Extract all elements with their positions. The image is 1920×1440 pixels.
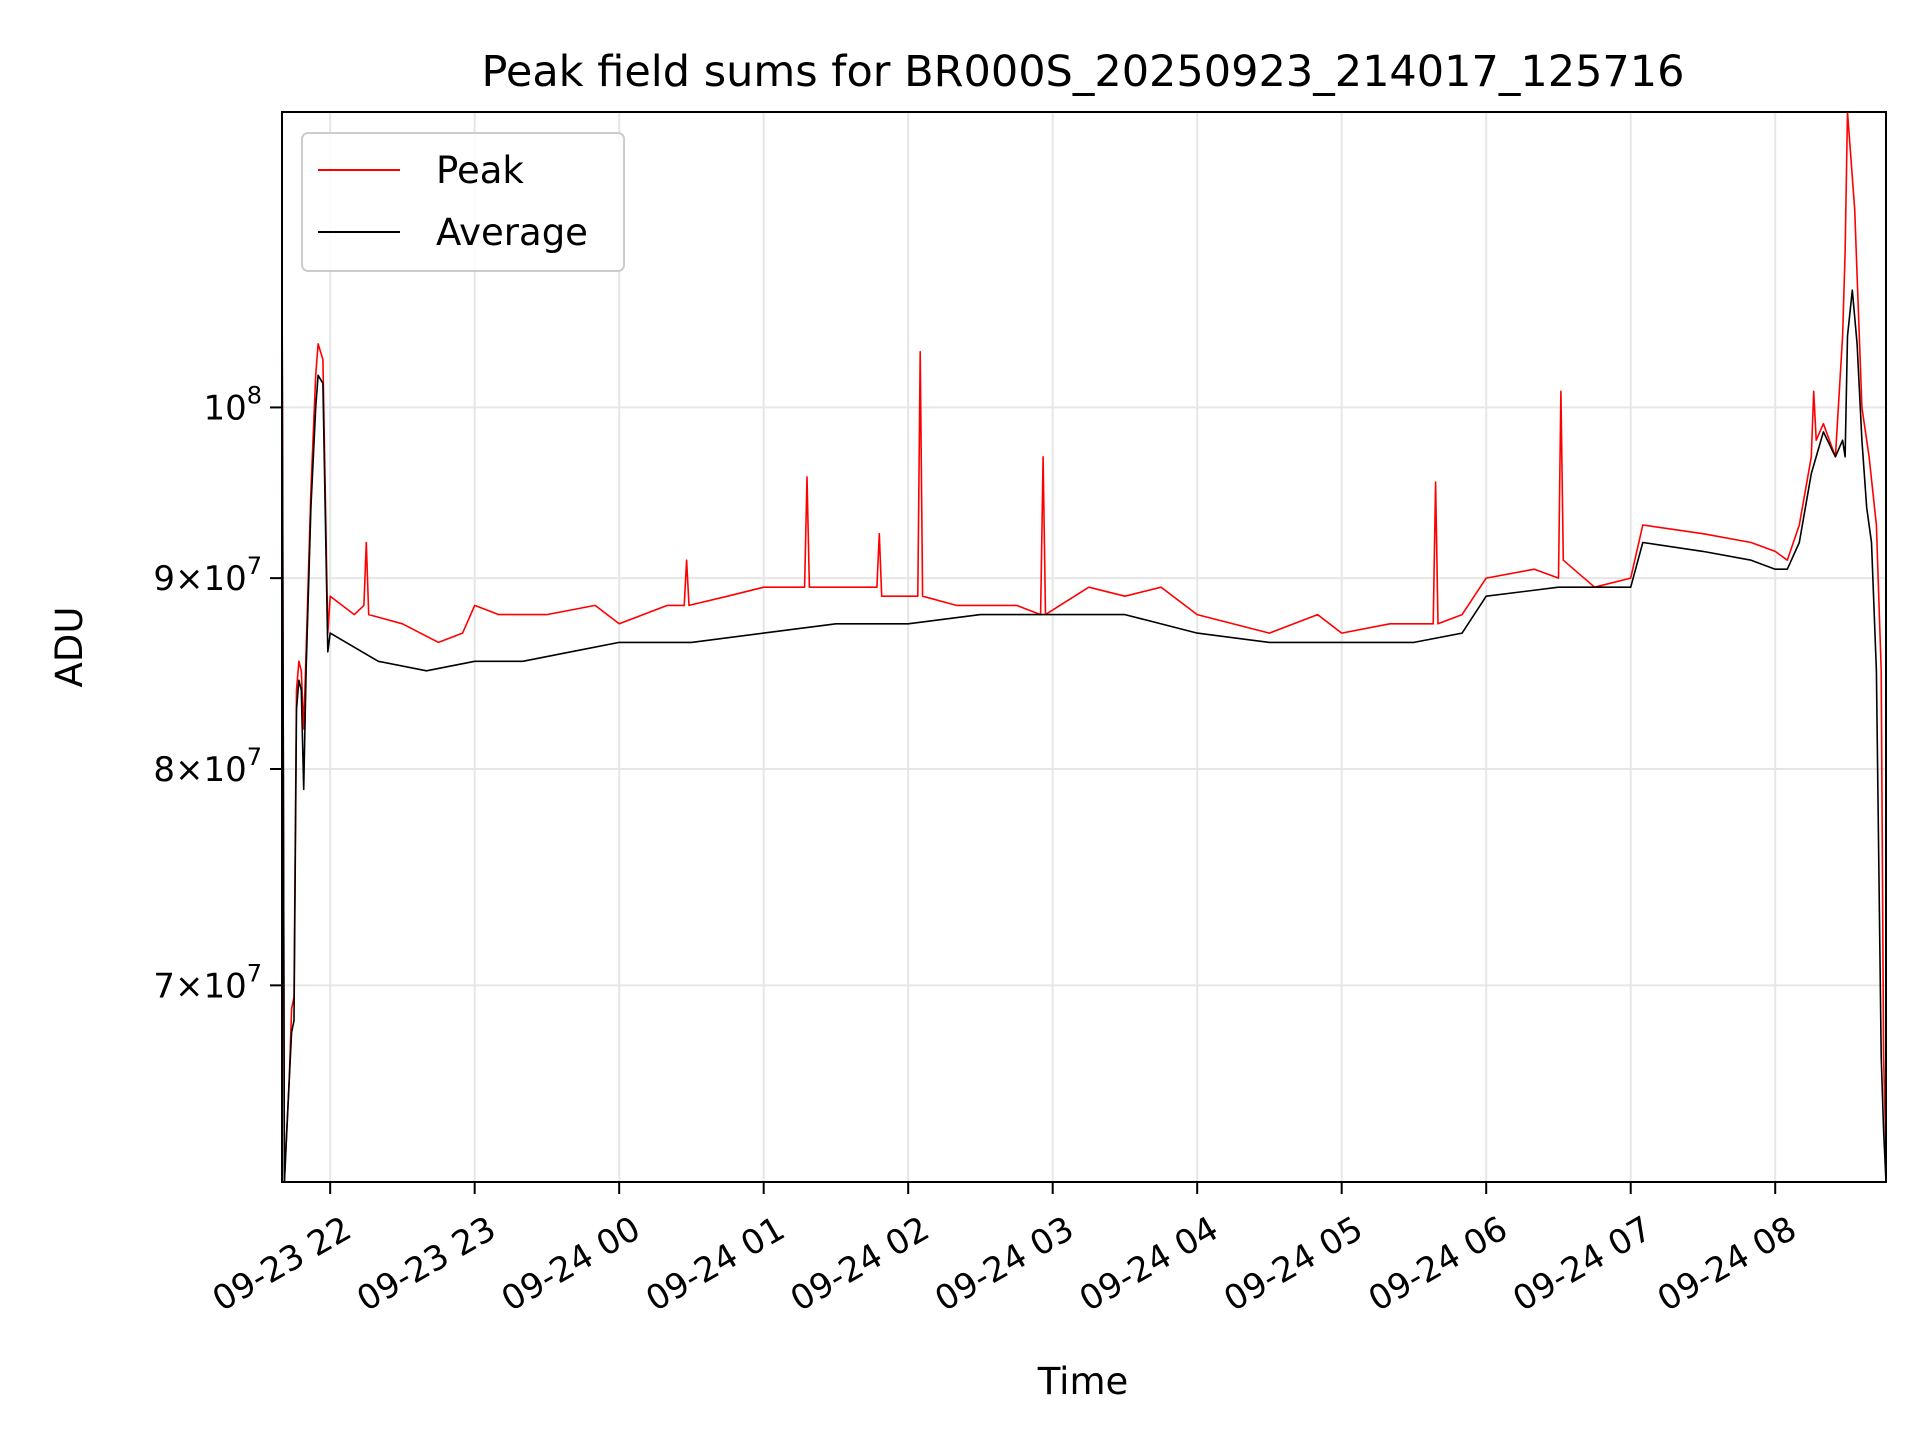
chart-title: Peak field sums for BR000S_20250923_2140… <box>481 47 1684 97</box>
y-tick-label: 8×107 <box>153 743 262 790</box>
legend-label-peak: Peak <box>436 149 524 192</box>
chart-grid <box>282 112 1886 1182</box>
plot-area-frame <box>281 111 1887 1183</box>
legend-label-average: Average <box>436 211 588 254</box>
x-tick-label: 09-24 03 <box>928 1209 1080 1320</box>
y-axis-label: ADU <box>48 607 91 688</box>
y-tick-label: 7×107 <box>153 959 262 1006</box>
y-tick-label: 9×107 <box>153 552 262 599</box>
x-tick-label: 09-24 02 <box>784 1209 936 1320</box>
x-tick-label: 09-23 22 <box>206 1209 358 1320</box>
x-tick-label: 09-24 04 <box>1073 1209 1225 1320</box>
x-tick-label: 09-24 05 <box>1217 1209 1369 1320</box>
legend-frame <box>301 132 625 272</box>
y-axis: 7×107 8×107 9×107 108 <box>153 381 282 1006</box>
y-tick-label: 108 <box>203 381 262 428</box>
x-axis-label: Time <box>1037 1360 1129 1403</box>
chart-legend: Peak Average <box>301 132 625 272</box>
x-tick-label: 09-24 08 <box>1651 1209 1803 1320</box>
x-tick-label: 09-24 00 <box>495 1209 647 1320</box>
x-tick-label: 09-24 07 <box>1506 1209 1658 1320</box>
series-line-peak <box>282 112 1886 1182</box>
chart-series-layer <box>282 112 1886 1182</box>
x-tick-label: 09-24 01 <box>639 1209 791 1320</box>
x-tick-label: 09-24 06 <box>1362 1209 1514 1320</box>
series-line-average <box>282 252 1886 1182</box>
x-tick-label: 09-23 23 <box>350 1209 502 1320</box>
